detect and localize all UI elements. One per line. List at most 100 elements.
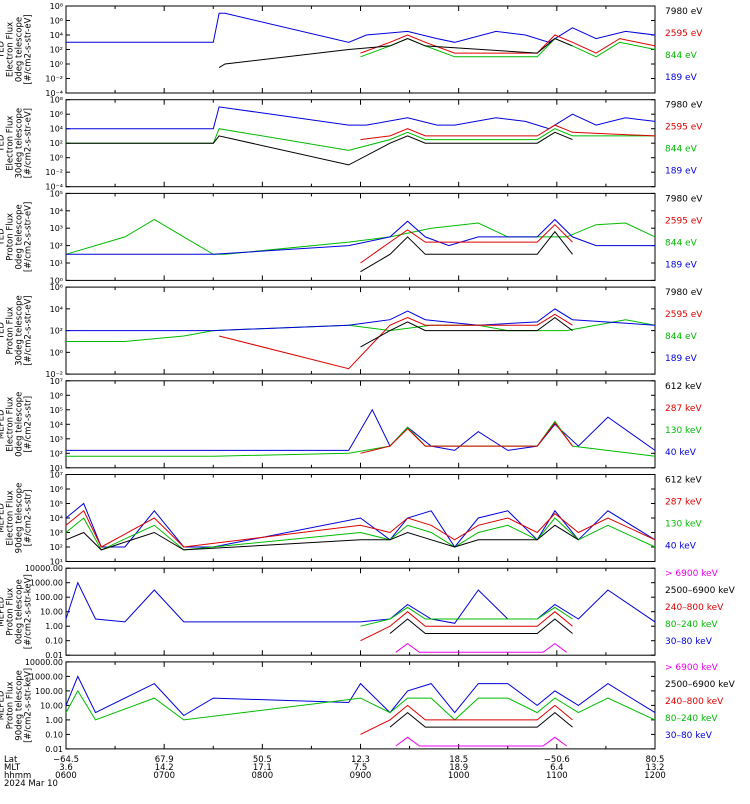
y-axis-label-line: MEPED [0, 503, 7, 533]
y-axis-label-line: [#/cm2-s-str] [24, 490, 34, 547]
y-tick-label: 10¹ [50, 259, 63, 268]
y-tick-label: 10⁻² [45, 75, 63, 84]
y-axis-label-line: [#/cm2-s-str-eV] [24, 108, 34, 178]
x-axis-row-label: Lat [4, 755, 18, 765]
y-tick-label: 10000.00 [25, 658, 63, 667]
legend-entry: 844 eV [665, 145, 698, 155]
legend-entry: 844 eV [665, 51, 698, 61]
y-axis-label-line: TED [0, 40, 7, 59]
y-tick-label: 10⁰ [50, 154, 63, 163]
y-tick-label: 0.01 [45, 651, 63, 660]
legend-entry: 80–240 keV [665, 714, 718, 724]
y-tick-label: 10⁶ [50, 17, 63, 26]
legend-entry: 2595 eV [665, 216, 703, 226]
y-tick-label: 0.01 [45, 745, 63, 754]
y-tick-label: 1.00 [45, 622, 63, 631]
y-tick-label: 10000.00 [25, 564, 63, 573]
y-tick-label: 10⁴ [50, 514, 63, 523]
series-line [66, 218, 655, 255]
y-tick-label: 10¹ [50, 464, 63, 473]
x-tick-label: 0800 [252, 771, 274, 781]
series-line [360, 124, 656, 141]
panel-7: 10000.00 1000.00 100.00 10.00 1.00 0.10 0.01 ME… [0, 564, 736, 660]
x-tick-label: −64.5 [53, 755, 79, 765]
y-axis-label-line: [#/cm2-s-str-eV] [24, 202, 34, 272]
panel-8: 10000.00 1000.00 100.00 10.00 1.00 0.10 0.01 ME… [0, 658, 736, 754]
y-tick-label: 10³ [50, 224, 63, 233]
legend-entry: > 6900 keV [665, 569, 719, 579]
legend-entry: 30–80 keV [665, 637, 713, 647]
panel-6: 10⁷ 10⁶ 10⁵ 10⁴ 10³ 10² 10¹ MEPEDElectron Flux9… [0, 471, 702, 567]
y-axis-label: MEPEDElectron Flux0deg telescope[#/cm2-s… [0, 392, 34, 457]
y-tick-label: 10¹ [50, 558, 63, 567]
y-axis-label-line: TED [0, 322, 7, 341]
series-line [218, 313, 573, 370]
x-tick-label: 14.2 [155, 763, 174, 773]
y-tick-label: 1.00 [45, 716, 63, 725]
y-tick-label: 10³ [50, 435, 63, 444]
series-line [360, 606, 573, 627]
y-tick-label: 10⁶ [50, 485, 63, 494]
y-axis-label-line: 0deg telescope [15, 17, 25, 82]
y-tick-label: 10⁵ [50, 500, 63, 509]
series-line [360, 704, 573, 735]
y-axis-label-line: [#/cm2-s-str] [24, 396, 34, 453]
legend-entry: 287 keV [665, 498, 702, 508]
series-line [65, 510, 656, 548]
legend-entry: 240–800 keV [665, 697, 724, 707]
y-tick-label: 10⁶ [50, 110, 63, 119]
legend-entry: 189 eV [665, 167, 698, 177]
y-tick-label: 10² [50, 242, 63, 251]
y-axis-label: TEDElectron Flux0deg telescope[#/cm2-s-s… [0, 14, 34, 84]
y-axis-label: TEDElectron Flux30deg telescope[#/cm2-s-… [0, 108, 34, 179]
y-tick-label: 10² [50, 543, 63, 552]
x-tick-label: 1100 [546, 771, 568, 781]
series-line [66, 408, 656, 451]
panel-1: 10⁸ 10⁶ 10⁴ 10² 10⁰ 10⁻² 10⁻⁴ TEDElectron Flux0… [0, 2, 703, 98]
legend-entry: 7980 eV [665, 288, 703, 298]
legend-entry: 189 eV [665, 73, 698, 83]
y-tick-label: 10⁷ [50, 471, 63, 480]
y-tick-label: 10⁵ [50, 406, 63, 415]
series-line [360, 611, 573, 642]
panel-4: 10⁶ 10⁴ 10² 10⁰ 10⁻² TEDProton Flux30deg tele… [0, 283, 703, 379]
x-axis-row-label: MLT [4, 763, 21, 773]
y-axis-label-line: Proton Flux [6, 588, 16, 636]
y-axis-label-line: MEPED [0, 690, 7, 720]
y-tick-label: 10⁰ [50, 60, 63, 69]
panel-3: 10⁵ 10⁴ 10³ 10² 10¹ 10⁰ TEDProton Flux0deg tel… [0, 189, 703, 285]
y-tick-label: 10.00 [40, 608, 63, 617]
y-tick-label: 10⁶ [50, 283, 63, 292]
y-tick-label: 10⁰ [50, 276, 63, 285]
y-tick-label: 10³ [50, 529, 63, 538]
y-axis-label-line: 30deg telescope [15, 108, 25, 179]
legend-entry: 2595 eV [665, 310, 703, 320]
y-tick-label: 10⁷ [50, 377, 63, 386]
legend-entry: 2595 eV [665, 123, 703, 133]
x-tick-label: 0700 [153, 771, 175, 781]
y-axis-label-line: TED [0, 134, 7, 153]
legend-entry: 612 keV [665, 382, 702, 392]
y-tick-label: 10⁸ [50, 2, 63, 11]
y-tick-label: 10⁴ [50, 305, 63, 314]
x-tick-label: 0900 [350, 771, 372, 781]
panel-frame [65, 380, 656, 469]
y-tick-label: 0.10 [45, 637, 63, 646]
series-line [218, 38, 573, 69]
y-axis-label-line: 0deg telescope [15, 392, 25, 457]
legend-entry: 7980 eV [665, 194, 703, 204]
legend-entry: 80–240 keV [665, 620, 718, 630]
y-tick-label: 10⁻² [45, 168, 63, 177]
y-tick-label: 1000.00 [30, 672, 63, 681]
y-axis-label: TEDProton Flux30deg telescope[#/cm2-s-st… [0, 295, 34, 366]
series-line [65, 524, 579, 551]
series-line [360, 316, 573, 348]
y-axis-label: MEPEDElectron Flux90deg telescope[#/cm2-… [0, 483, 34, 554]
y-axis-label-line: [#/cm2-s-str-keV] [24, 668, 34, 743]
legend-entry: 130 keV [665, 426, 702, 436]
y-tick-label: 10⁶ [50, 391, 63, 400]
x-tick-label: 1200 [644, 771, 666, 781]
x-tick-label: 18.9 [449, 763, 468, 773]
y-axis-label-line: 0deg telescope [15, 204, 25, 269]
y-tick-label: 10⁵ [50, 189, 63, 198]
